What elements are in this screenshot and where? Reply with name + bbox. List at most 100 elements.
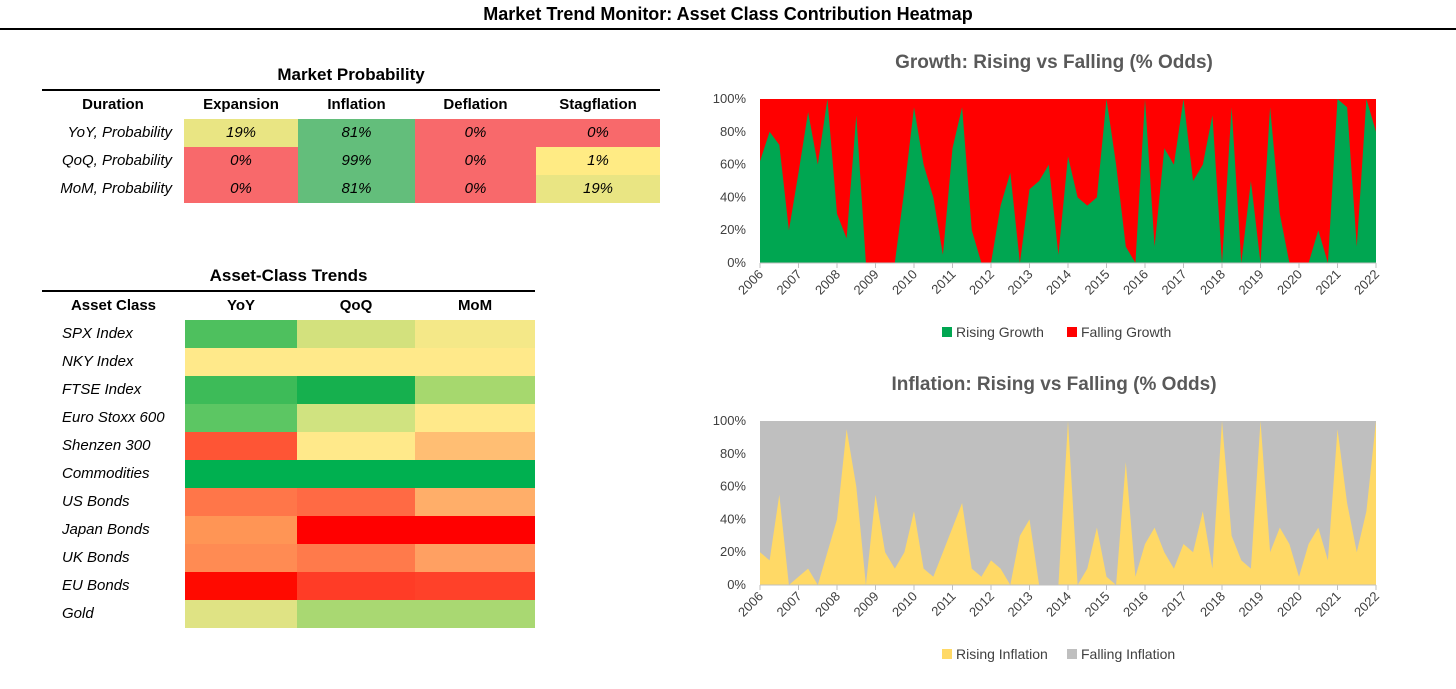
legend-swatch xyxy=(942,327,952,337)
x-tick-label: 2022 xyxy=(1351,267,1382,298)
heatmap-cell xyxy=(415,488,536,516)
asset-class-trends-col-header: MoM xyxy=(457,297,493,314)
heatmap-cell xyxy=(415,320,536,348)
asset-class-label: Gold xyxy=(62,605,94,622)
probability-cell: 0% xyxy=(415,147,536,175)
row-label: MoM, Probability xyxy=(60,180,172,197)
market-probability-col-header: Deflation xyxy=(443,96,508,113)
asset-class-trends-col-header: YoY xyxy=(226,297,256,314)
heatmap-cell xyxy=(185,516,297,544)
x-tick-label: 2009 xyxy=(851,267,882,298)
probability-cell: 81% xyxy=(298,175,415,203)
heatmap-cell xyxy=(415,460,536,488)
probability-cell: 19% xyxy=(184,119,298,147)
heatmap-cell xyxy=(415,572,536,600)
x-tick-label: 2010 xyxy=(889,267,920,298)
y-tick-label: 20% xyxy=(720,544,746,559)
probability-cell: 81% xyxy=(298,119,415,147)
heatmap-cell xyxy=(297,544,415,572)
x-tick-label: 2020 xyxy=(1274,589,1305,620)
x-tick-label: 2015 xyxy=(1082,589,1113,620)
probability-cell: 0% xyxy=(536,119,661,147)
x-tick-label: 2016 xyxy=(1120,589,1151,620)
y-tick-label: 0% xyxy=(727,255,746,270)
x-tick-label: 2008 xyxy=(812,589,843,620)
x-tick-label: 2007 xyxy=(774,589,805,620)
x-tick-label: 2019 xyxy=(1236,267,1267,298)
x-tick-label: 2009 xyxy=(851,589,882,620)
heatmap-cell xyxy=(297,572,415,600)
probability-cell: 1% xyxy=(536,147,661,175)
heatmap-cell xyxy=(297,516,415,544)
table-row: Gold xyxy=(42,600,536,628)
y-tick-label: 40% xyxy=(720,511,746,526)
y-tick-label: 40% xyxy=(720,189,746,204)
market-probability-header: Duration Expansion Inflation Deflation Stagf… xyxy=(42,90,660,119)
table-row: Shenzen 300 xyxy=(42,432,536,460)
asset-class-label: EU Bonds xyxy=(62,577,130,594)
market-probability-table: Market Probability Duration Expansion Infl… xyxy=(42,61,661,203)
y-tick-label: 80% xyxy=(720,446,746,461)
y-tick-label: 100% xyxy=(713,91,747,106)
heatmap-cell xyxy=(185,544,297,572)
heatmap-cell xyxy=(415,404,536,432)
area-rising xyxy=(760,421,1376,585)
asset-class-trends-table: Asset-Class Trends Asset Class YoY QoQ MoM … xyxy=(42,262,536,628)
legend-swatch xyxy=(1067,649,1077,659)
x-tick-label: 2006 xyxy=(735,589,766,620)
table-row: NKY Index xyxy=(42,348,536,376)
legend-label: Falling Inflation xyxy=(1081,646,1175,662)
inflation-chart: Inflation: Rising vs Falling (% Odds)0%2… xyxy=(713,374,1382,662)
asset-class-trends-header: Asset Class YoY QoQ MoM xyxy=(42,291,535,320)
probability-cell: 0% xyxy=(415,175,536,203)
probability-cell: 19% xyxy=(536,175,661,203)
asset-class-label: SPX Index xyxy=(62,325,133,342)
heatmap-cell xyxy=(415,348,536,376)
heatmap-cell xyxy=(297,432,415,460)
x-tick-label: 2015 xyxy=(1082,267,1113,298)
x-tick-label: 2013 xyxy=(1005,267,1036,298)
asset-class-label: Shenzen 300 xyxy=(62,437,151,454)
table-row: US Bonds xyxy=(42,488,536,516)
x-tick-label: 2019 xyxy=(1236,589,1267,620)
heatmap-cell xyxy=(185,376,297,404)
asset-class-trends-title: Asset-Class Trends xyxy=(42,262,536,292)
asset-class-label: US Bonds xyxy=(62,493,130,510)
x-tick-label: 2007 xyxy=(774,267,805,298)
legend-swatch xyxy=(1067,327,1077,337)
market-probability-col-header: Expansion xyxy=(203,96,279,113)
x-tick-label: 2013 xyxy=(1005,589,1036,620)
x-tick-label: 2021 xyxy=(1313,589,1344,620)
asset-class-trends-col-header: QoQ xyxy=(339,297,373,314)
market-probability-col-header: Duration xyxy=(82,96,144,113)
heatmap-cell xyxy=(297,404,415,432)
title-rule xyxy=(0,28,1456,30)
x-tick-label: 2011 xyxy=(928,267,958,297)
growth-chart: Growth: Rising vs Falling (% Odds) 0% 20% 4… xyxy=(713,52,1382,340)
asset-class-label: Euro Stoxx 600 xyxy=(62,409,165,426)
probability-cell: 0% xyxy=(184,147,298,175)
table-row: SPX Index xyxy=(42,320,536,348)
heatmap-cell xyxy=(185,404,297,432)
asset-class-trends-col-header: Asset Class xyxy=(70,297,157,314)
x-tick-label: 2017 xyxy=(1159,267,1190,298)
heatmap-cell xyxy=(185,320,297,348)
heatmap-cell xyxy=(415,600,536,628)
table-row: Euro Stoxx 600 xyxy=(42,404,536,432)
table-row: YoY, Probability 19% 81% 0% 0% xyxy=(42,119,661,147)
inflation-chart-title: Inflation: Rising vs Falling (% Odds) xyxy=(891,374,1216,395)
heatmap-cell xyxy=(185,600,297,628)
growth-chart-title: Growth: Rising vs Falling (% Odds) xyxy=(895,52,1213,73)
x-tick-label: 2008 xyxy=(812,267,843,298)
x-tick-label: 2012 xyxy=(966,267,997,298)
heatmap-cell xyxy=(185,460,297,488)
table-row: QoQ, Probability 0% 99% 0% 1% xyxy=(42,147,661,175)
x-tick-label: 2021 xyxy=(1313,267,1344,298)
y-tick-label: 20% xyxy=(720,222,746,237)
x-tick-label: 2017 xyxy=(1159,589,1190,620)
y-tick-label: 80% xyxy=(720,124,746,139)
row-label: YoY, Probability xyxy=(67,124,172,141)
asset-class-label: NKY Index xyxy=(62,353,134,370)
y-tick-label: 100% xyxy=(713,413,747,428)
heatmap-cell xyxy=(185,432,297,460)
